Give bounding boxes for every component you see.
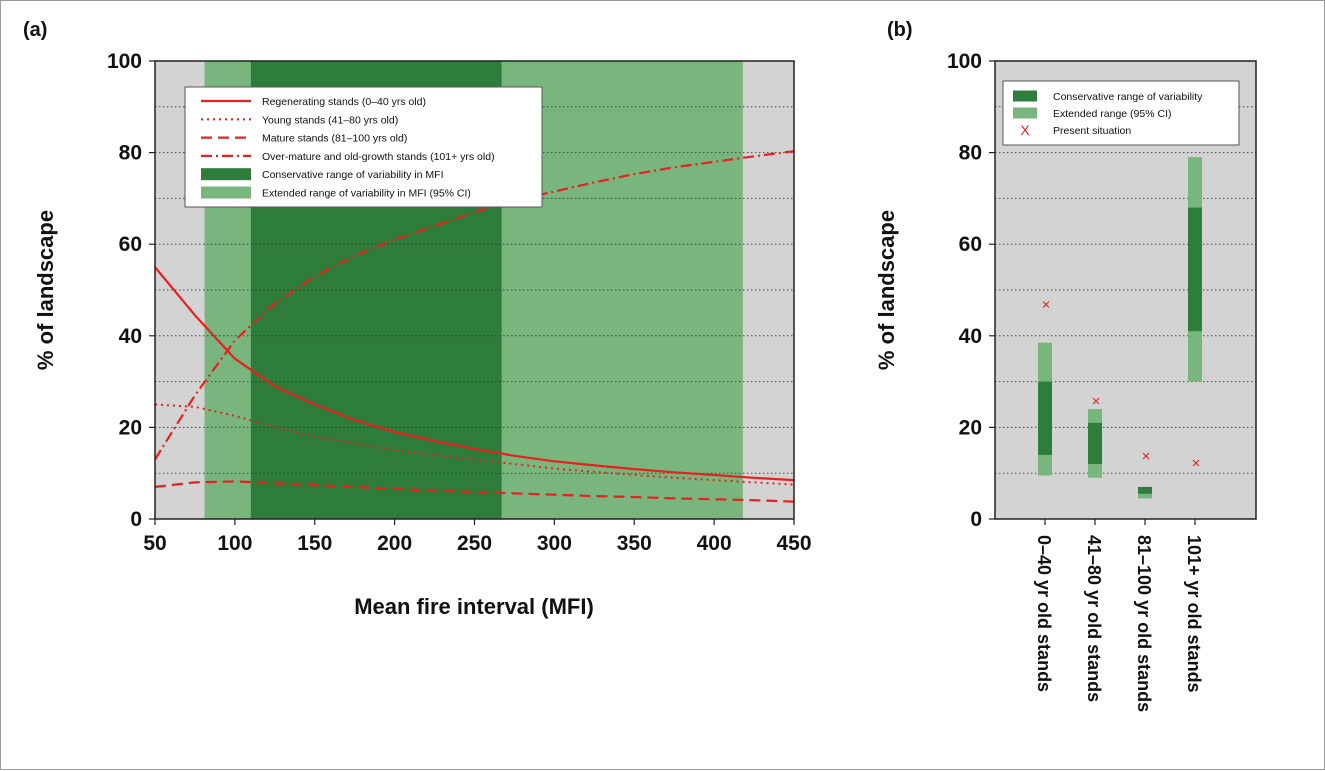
y-tick-label: 80	[119, 142, 142, 165]
series-line-1	[155, 266, 794, 482]
panel-a-legend: Regenerating stands (0–40 yrs old) Young …	[184, 86, 543, 208]
legend-label: Extended range (95% CI)	[1053, 108, 1171, 120]
x-tick-label: 150	[297, 532, 332, 555]
legend-box	[1002, 80, 1240, 146]
panel-b: (b) × × × × 0 20 40 60 80 100 0–40 yr old stands 4…	[874, 19, 1257, 712]
x-tick-label: 250	[457, 532, 492, 555]
x-tick-label: 350	[617, 532, 652, 555]
legend-patch-swatch	[201, 168, 251, 181]
category-label: 101+ yr old stands	[1184, 535, 1204, 693]
conservative-range-bar	[1088, 422, 1102, 465]
x-tick-label: 400	[697, 532, 732, 555]
y-tick-label: 60	[959, 233, 982, 256]
series-line-4	[155, 150, 794, 461]
y-tick-label: 0	[130, 508, 142, 531]
x-tick-label: 50	[143, 532, 166, 555]
legend-label: Young stands (41–80 yrs old)	[262, 114, 398, 126]
x-tick-label: 300	[537, 532, 572, 555]
present-situation-marker: ×	[1042, 297, 1051, 314]
legend-patch-swatch	[1013, 90, 1037, 102]
legend-label: Over-mature and old-growth stands (101+ …	[262, 151, 495, 163]
legend-patch-swatch	[201, 186, 251, 199]
category-label: 0–40 yr old stands	[1034, 535, 1054, 692]
y-tick-label: 40	[119, 325, 142, 348]
panel-a: (a) 50 100 150 200 250 300 350 400 450 0 20 40 60 80 1…	[23, 19, 812, 619]
conservative-range-bar	[1188, 207, 1202, 332]
panel-b-legend: Conservative range of variability Extende…	[1002, 80, 1240, 146]
present-situation-marker: ×	[1142, 448, 1151, 465]
y-tick-label: 20	[959, 416, 982, 439]
y-tick-label: 60	[119, 233, 142, 256]
y-tick-label: 100	[107, 50, 142, 73]
y-tick-label: 0	[970, 508, 982, 531]
legend-label: Mature stands (81–100 yrs old)	[262, 133, 407, 145]
conservative-range-bar	[1138, 486, 1152, 494]
conservative-range-bar	[1038, 381, 1052, 455]
panel-a-label: (a)	[23, 19, 47, 41]
y-tick-label: 100	[947, 50, 982, 73]
y-tick-label: 80	[959, 142, 982, 165]
panel-a-x-axis-title: Mean fire interval (MFI)	[354, 594, 594, 619]
series-line-3	[155, 480, 794, 503]
legend-label: Regenerating stands (0–40 yrs old)	[262, 96, 426, 108]
legend-label: Present situation	[1053, 125, 1131, 137]
legend-patch-swatch	[1013, 107, 1037, 119]
panel-a-y-axis-title: % of landscape	[33, 210, 58, 370]
panel-b-frame	[994, 60, 1257, 520]
panel-b-y-axis-title: % of landscape	[874, 210, 899, 370]
present-situation-marker: ×	[1192, 455, 1201, 472]
category-label: 81–100 yr old stands	[1134, 535, 1154, 712]
y-tick-label: 40	[959, 325, 982, 348]
legend-label: Extended range of variability in MFI (95…	[262, 188, 471, 200]
present-situation-marker: ×	[1092, 393, 1101, 410]
category-label: 41–80 yr old stands	[1084, 535, 1104, 702]
panel-b-label: (b)	[887, 19, 913, 41]
x-tick-label: 100	[217, 532, 252, 555]
x-tick-label: 200	[377, 532, 412, 555]
series-line-2	[155, 403, 794, 486]
legend-marker-swatch: X	[1020, 122, 1030, 138]
legend-label: Conservative range of variability	[1053, 91, 1203, 103]
x-tick-label: 450	[776, 532, 811, 555]
legend-label: Conservative range of variability in MFI	[262, 169, 444, 181]
y-tick-label: 20	[119, 416, 142, 439]
